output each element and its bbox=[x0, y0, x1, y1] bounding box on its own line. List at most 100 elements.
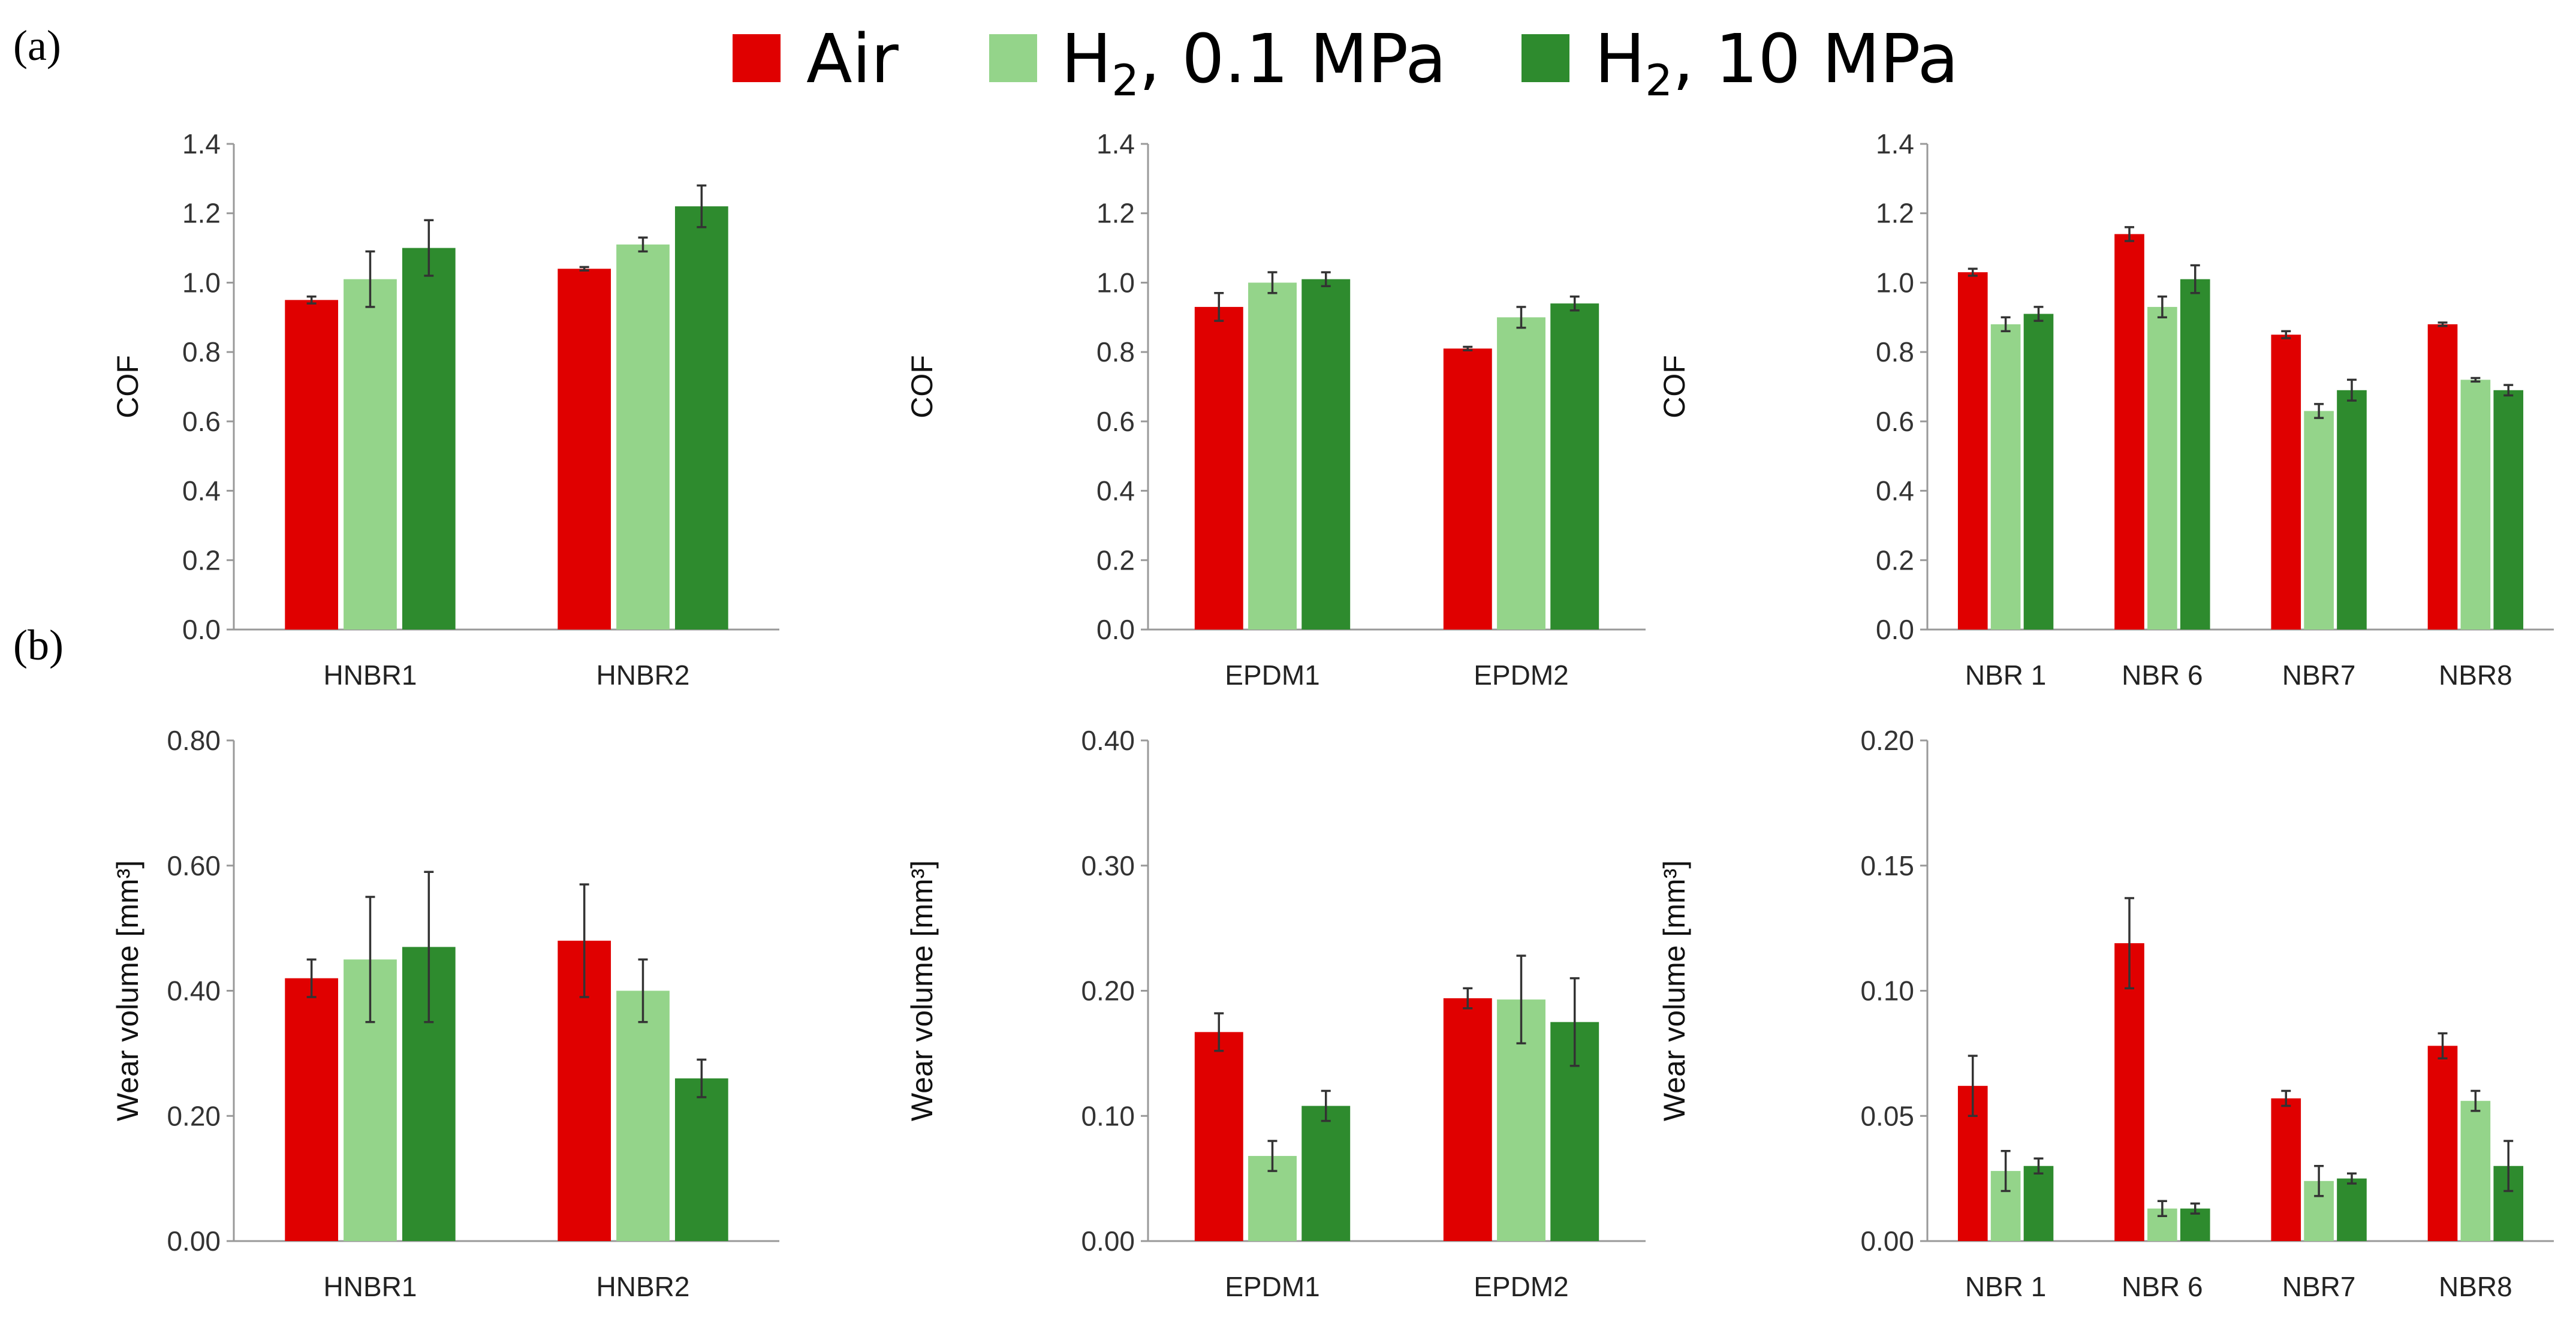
y-axis-title: Wear volume [mm³] bbox=[111, 860, 144, 1121]
bar-nbr7-h2-0-1-mpa bbox=[2304, 411, 2334, 630]
y-tick-label: 0.2 bbox=[1876, 544, 1914, 576]
bar-nbr-6-h2-0-1-mpa bbox=[2147, 306, 2177, 630]
y-tick-label: 0.20 bbox=[167, 1100, 221, 1131]
bar-hnbr1-air bbox=[285, 978, 339, 1241]
bar-epdm1-air bbox=[1194, 1032, 1243, 1241]
bar-nbr8-h2-0-1-mpa bbox=[2460, 380, 2491, 630]
y-tick-label: 0.2 bbox=[1096, 544, 1135, 576]
bar-nbr7-h2-10-mpa bbox=[2337, 390, 2367, 630]
y-tick-label: 0.15 bbox=[1860, 850, 1914, 881]
bar-hnbr1-h2-10-mpa bbox=[402, 248, 456, 630]
bar-hnbr2-air bbox=[558, 269, 611, 630]
panel-label-a: (a) bbox=[13, 22, 61, 70]
bar-hnbr2-h2-10-mpa bbox=[674, 1078, 728, 1241]
bar-hnbr1-h2-0-1-mpa bbox=[344, 279, 397, 630]
y-tick-label: 0.8 bbox=[1876, 336, 1914, 368]
category-label-epdm2: EPDM2 bbox=[1474, 1271, 1568, 1302]
y-tick-label: 1.4 bbox=[1096, 128, 1135, 159]
bar-hnbr2-h2-10-mpa bbox=[674, 206, 728, 630]
bar-nbr8-h2-10-mpa bbox=[2493, 390, 2524, 630]
y-tick-label: 1.2 bbox=[1876, 198, 1914, 229]
bar-nbr-1-h2-0-1-mpa bbox=[1990, 324, 2021, 630]
category-label-nbr-6: NBR 6 bbox=[2122, 660, 2203, 691]
y-axis-title: COF bbox=[905, 355, 939, 418]
legend-swatch-air bbox=[733, 34, 781, 82]
y-axis-title: COF bbox=[111, 355, 144, 418]
legend: Air H2, 0.1 MPa H2, 10 MPa bbox=[733, 20, 1959, 106]
category-label-hnbr2: HNBR2 bbox=[596, 1271, 690, 1302]
y-tick-label: 1.2 bbox=[1096, 198, 1135, 229]
y-tick-label: 0.0 bbox=[1876, 614, 1914, 645]
y-tick-label: 0.0 bbox=[182, 614, 221, 645]
panel-label-b: (b) bbox=[13, 621, 64, 669]
bar-nbr-6-air bbox=[2114, 234, 2144, 630]
y-tick-label: 0.20 bbox=[1081, 975, 1135, 1007]
bar-nbr7-air bbox=[2271, 335, 2301, 630]
bar-hnbr2-h2-0-1-mpa bbox=[616, 244, 670, 630]
bar-nbr8-h2-0-1-mpa bbox=[2460, 1101, 2491, 1241]
y-tick-label: 0.4 bbox=[1096, 475, 1135, 507]
chart-wear-nbr: 0.00 0.05 0.10 0.15 0.20 Wear volume [mm³] NBR… bbox=[1658, 725, 2554, 1302]
bar-nbr8-air bbox=[2427, 1046, 2458, 1241]
y-axis-title: Wear volume [mm³] bbox=[905, 860, 939, 1121]
y-tick-label: 0.00 bbox=[167, 1225, 221, 1257]
y-tick-label: 0.10 bbox=[1860, 975, 1914, 1007]
y-tick-label: 0.60 bbox=[167, 850, 221, 881]
chart-wear-hnbr: 0.00 0.20 0.40 0.60 0.80 Wear volume [mm³] HNB… bbox=[111, 725, 779, 1302]
category-label-nbr8: NBR8 bbox=[2439, 660, 2512, 691]
y-tick-label: 0.20 bbox=[1860, 725, 1914, 756]
y-tick-label: 0.40 bbox=[167, 975, 221, 1007]
legend-label-h2-10-mpa: H2, 10 MPa bbox=[1595, 20, 1959, 106]
legend-label-h2-0-1-mpa: H2, 0.1 MPa bbox=[1061, 20, 1447, 106]
bar-nbr8-air bbox=[2427, 324, 2458, 630]
y-tick-label: 1.4 bbox=[1876, 128, 1914, 159]
bar-epdm1-h2-10-mpa bbox=[1301, 279, 1351, 630]
y-tick-label: 0.8 bbox=[182, 336, 221, 368]
category-label-epdm2: EPDM2 bbox=[1474, 660, 1568, 691]
legend-label-air: Air bbox=[806, 20, 899, 98]
chart-cof-hnbr: 0.0 0.2 0.4 0.6 0.8 1.0 1.2 1.4 COF HNBR1 HNBR2 bbox=[111, 128, 779, 691]
y-tick-label: 0.2 bbox=[182, 544, 221, 576]
category-label-nbr7: NBR7 bbox=[2282, 1271, 2356, 1302]
bar-nbr7-air bbox=[2271, 1098, 2301, 1241]
y-tick-label: 1.2 bbox=[182, 198, 221, 229]
category-label-nbr8: NBR8 bbox=[2439, 1271, 2512, 1302]
chart-wear-epdm: 0.00 0.10 0.20 0.30 0.40 Wear volume [mm³] EPD… bbox=[905, 725, 1646, 1302]
y-tick-label: 0.05 bbox=[1860, 1100, 1914, 1131]
y-axis-title: COF bbox=[1658, 355, 1691, 418]
bar-epdm1-air bbox=[1194, 306, 1243, 630]
category-label-nbr-1: NBR 1 bbox=[1965, 660, 2046, 691]
bar-nbr-1-h2-10-mpa bbox=[2023, 314, 2054, 630]
legend-swatch-h2-0-1-mpa bbox=[989, 34, 1037, 82]
y-axis-title: Wear volume [mm³] bbox=[1658, 860, 1691, 1121]
bar-nbr-1-air bbox=[1957, 272, 1988, 630]
category-label-nbr-6: NBR 6 bbox=[2122, 1271, 2203, 1302]
bar-hnbr2-h2-0-1-mpa bbox=[616, 990, 670, 1241]
bar-nbr-6-h2-10-mpa bbox=[2180, 279, 2210, 630]
legend-swatch-h2-10-mpa bbox=[1522, 34, 1569, 82]
category-label-epdm1: EPDM1 bbox=[1225, 1271, 1319, 1302]
bar-nbr-1-h2-10-mpa bbox=[2023, 1166, 2054, 1241]
y-tick-label: 1.0 bbox=[182, 267, 221, 298]
bar-epdm1-h2-10-mpa bbox=[1301, 1106, 1351, 1241]
y-tick-label: 0.80 bbox=[167, 725, 221, 756]
bar-nbr-6-air bbox=[2114, 943, 2144, 1241]
category-label-nbr7: NBR7 bbox=[2282, 660, 2356, 691]
y-tick-label: 1.4 bbox=[182, 128, 221, 159]
y-tick-label: 0.30 bbox=[1081, 850, 1135, 881]
y-tick-label: 1.0 bbox=[1876, 267, 1914, 298]
category-label-hnbr1: HNBR1 bbox=[324, 660, 417, 691]
y-tick-label: 0.6 bbox=[182, 406, 221, 437]
bar-epdm2-air bbox=[1443, 348, 1492, 630]
y-tick-label: 0.00 bbox=[1081, 1225, 1135, 1257]
bar-epdm2-h2-0-1-mpa bbox=[1497, 317, 1545, 630]
y-tick-label: 0.6 bbox=[1876, 406, 1914, 437]
y-tick-label: 0.0 bbox=[1096, 614, 1135, 645]
bar-epdm2-air bbox=[1443, 998, 1492, 1241]
y-tick-label: 0.00 bbox=[1860, 1225, 1914, 1257]
category-label-epdm1: EPDM1 bbox=[1225, 660, 1319, 691]
chart-cof-nbr: 0.0 0.2 0.4 0.6 0.8 1.0 1.2 1.4 COF NBR 1 NBR 6 NBR… bbox=[1658, 128, 2554, 691]
y-tick-label: 1.0 bbox=[1096, 267, 1135, 298]
